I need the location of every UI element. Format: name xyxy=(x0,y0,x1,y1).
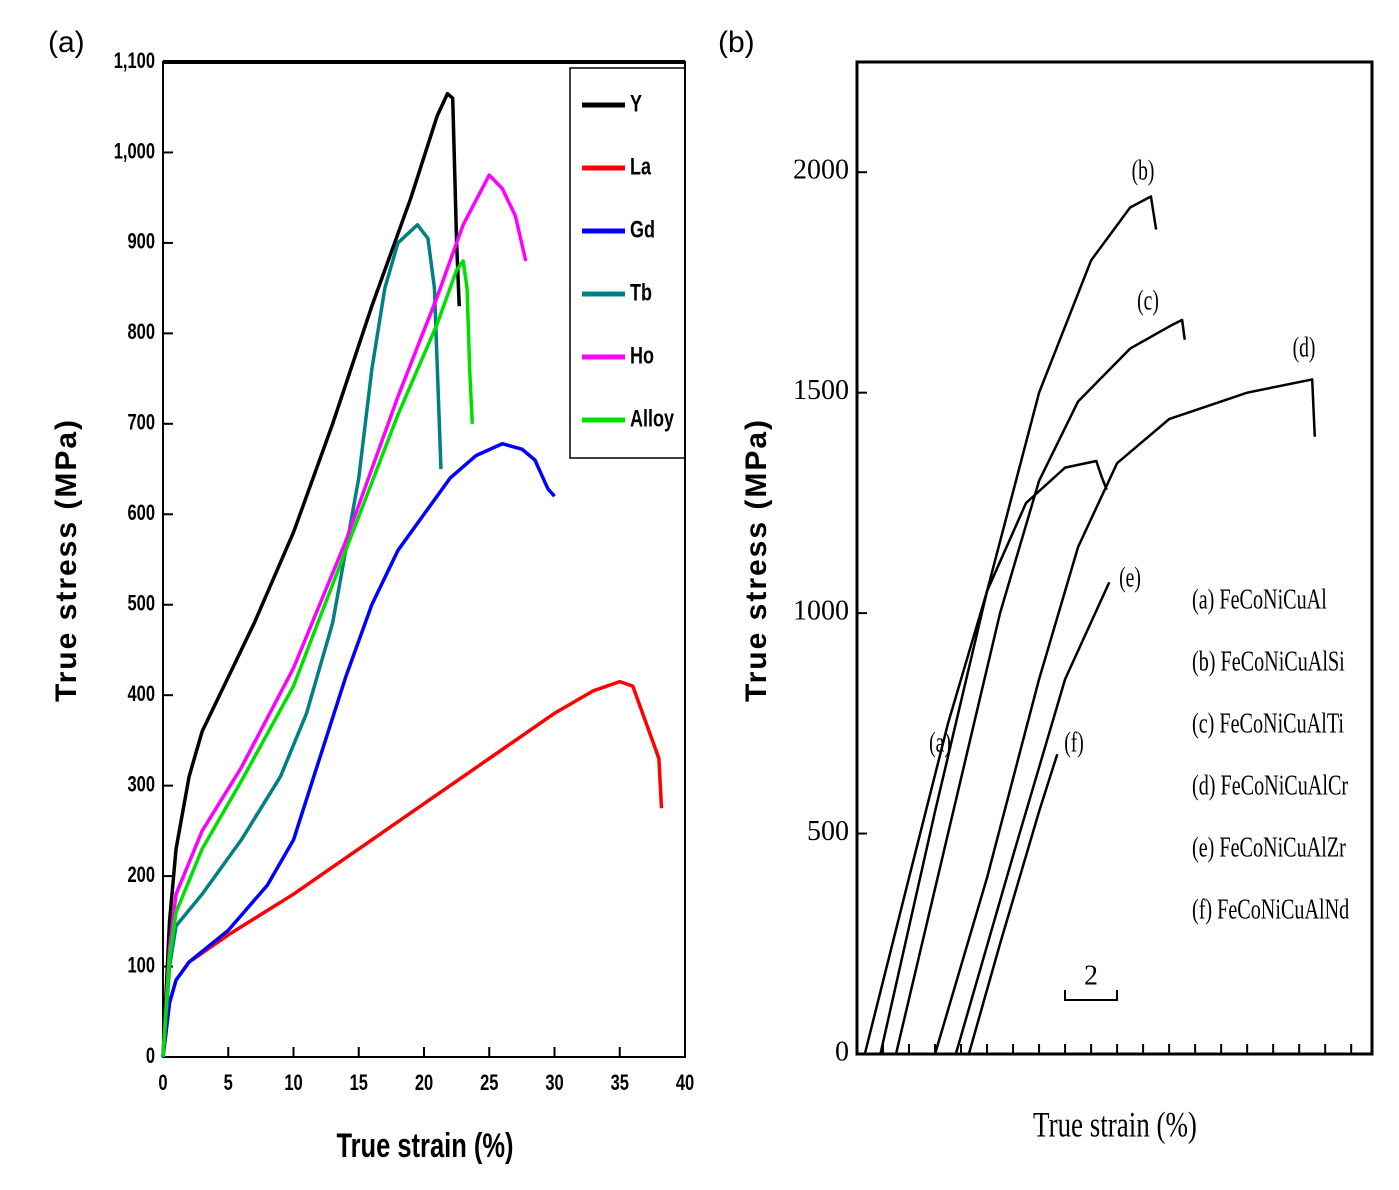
legend-label: Gd xyxy=(630,217,655,243)
y-tick-label: 800 xyxy=(127,320,155,345)
x-tick-label: 0 xyxy=(158,1071,167,1096)
x-tick-label: 40 xyxy=(676,1071,695,1096)
legend-box xyxy=(569,67,686,459)
series-line xyxy=(161,259,475,1058)
curve-label: (f) xyxy=(1064,727,1084,758)
x-axis-title: True strain (%) xyxy=(1033,1105,1197,1145)
y-tick-label: 400 xyxy=(127,682,155,707)
y-tick-label: 2000 xyxy=(793,155,849,186)
y-tick-label: 600 xyxy=(127,501,155,526)
series-line xyxy=(894,318,1186,1055)
curve-label: (d) xyxy=(1293,332,1316,363)
y-tick-label: 0 xyxy=(835,1036,849,1067)
legend-label: (a) FeCoNiCuAl xyxy=(1192,584,1327,615)
series-line xyxy=(933,378,1317,1055)
legend-label: Alloy xyxy=(630,406,674,432)
panel: (b) 0 500 1000 1500 2000 True strain (%) True s… xyxy=(718,26,1374,1145)
x-tick-label: 25 xyxy=(480,1071,499,1096)
series-line xyxy=(161,679,664,1058)
series-line xyxy=(161,441,556,1058)
plot-frame xyxy=(855,60,1374,1056)
curve-label: (a) xyxy=(929,727,951,758)
y-tick-label: 300 xyxy=(127,772,155,797)
panel: (a)01002003004005006007008009001,0001,10… xyxy=(48,26,694,1165)
legend-label: (f) FeCoNiCuAlNd xyxy=(1192,894,1349,925)
y-tick-label: 200 xyxy=(127,863,155,888)
series-line xyxy=(161,173,528,1058)
y-tick-label: 500 xyxy=(807,816,849,847)
panel-label: (a) xyxy=(48,26,85,59)
x-axis-title: True strain (%) xyxy=(336,1128,513,1165)
scale-bar-label: 2 xyxy=(1084,960,1098,991)
series-line xyxy=(863,459,1108,1055)
x-tick-label: 5 xyxy=(224,1071,233,1096)
y-tick-label: 0 xyxy=(146,1044,155,1069)
legend-label: (d) FeCoNiCuAlCr xyxy=(1192,770,1348,801)
x-tick-label: 15 xyxy=(350,1071,369,1096)
y-axis-title: True stress (MPa) xyxy=(50,418,83,702)
series-line xyxy=(967,753,1059,1055)
y-tick-label: 1,100 xyxy=(114,49,155,74)
legend-label: (e) FeCoNiCuAlZr xyxy=(1192,832,1346,863)
curve-label: (e) xyxy=(1119,562,1141,593)
y-axis-title: True stress (MPa) xyxy=(740,418,773,702)
x-tick-label: 30 xyxy=(545,1071,564,1096)
x-tick-label: 35 xyxy=(611,1071,630,1096)
y-tick-label: 1000 xyxy=(793,596,849,627)
series-line xyxy=(954,581,1111,1055)
y-tick-label: 700 xyxy=(127,410,155,435)
x-tick-label: 20 xyxy=(415,1071,434,1096)
plot-frame xyxy=(162,61,686,1058)
curve-label: (c) xyxy=(1137,285,1159,316)
legend-label: Ho xyxy=(630,343,654,369)
legend-label: La xyxy=(630,154,651,180)
y-tick-label: 900 xyxy=(127,229,155,254)
y-tick-label: 1500 xyxy=(793,375,849,406)
legend-label: Tb xyxy=(630,280,652,306)
series-line xyxy=(879,195,1158,1055)
series-line xyxy=(161,91,461,1058)
x-tick-label: 10 xyxy=(284,1071,303,1096)
panel-label: (b) xyxy=(718,26,755,59)
legend-label: Y xyxy=(630,91,642,117)
legend-label: (b) FeCoNiCuAlSi xyxy=(1192,646,1345,677)
legend-label: (c) FeCoNiCuAlTi xyxy=(1192,708,1344,739)
y-tick-label: 500 xyxy=(127,591,155,616)
series-line xyxy=(161,223,443,1058)
scale-bar xyxy=(1064,990,1119,1001)
y-tick-label: 100 xyxy=(127,953,155,978)
y-tick-label: 1,000 xyxy=(114,139,155,164)
curve-label: (b) xyxy=(1132,155,1155,186)
